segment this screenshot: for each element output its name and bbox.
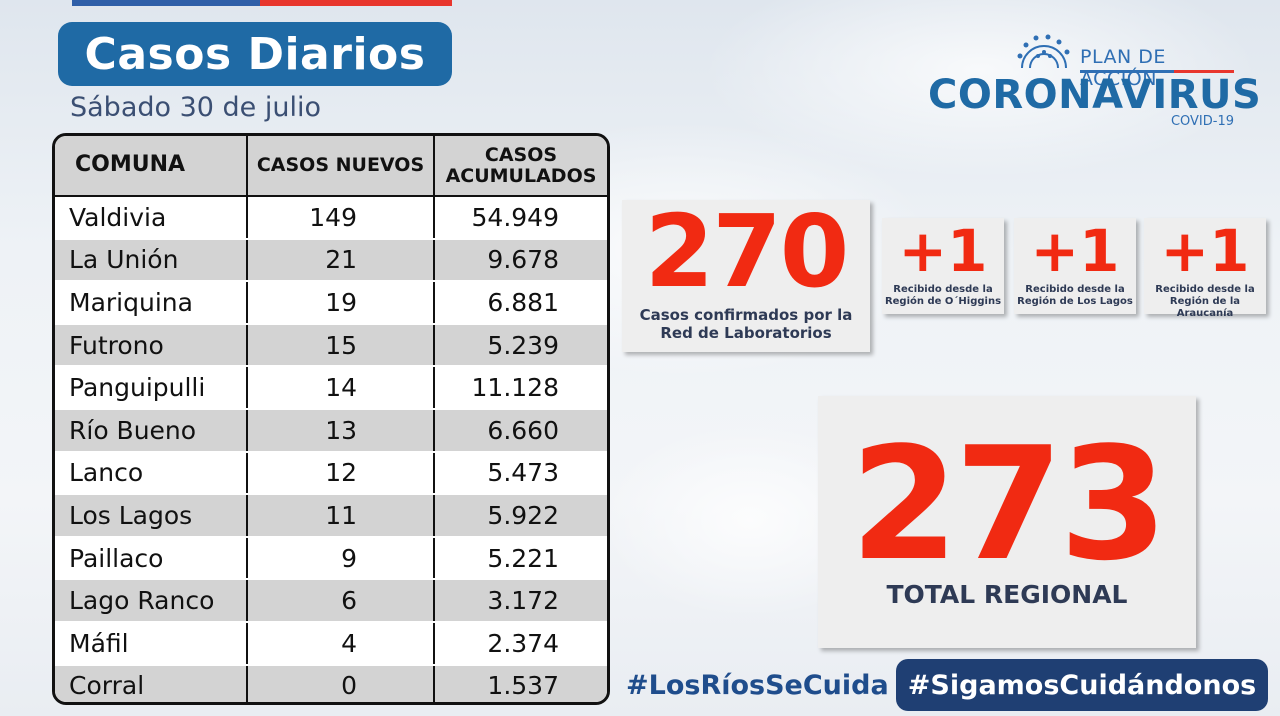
table-row: Mariquina 19 6.881: [55, 281, 607, 325]
cases-table: COMUNA CASOS NUEVOS CASOS ACUMULADOS Val…: [52, 133, 610, 705]
cell-casos-nuevos: 11: [247, 494, 435, 538]
column-header-casos-acumulados: CASOS ACUMULADOS: [434, 136, 607, 197]
total-regional-card: 273 TOTAL REGIONAL: [818, 396, 1196, 648]
lab-cases-label-line1: Casos confirmados por la: [639, 306, 853, 324]
cell-casos-acumulados: 6.660: [434, 408, 607, 453]
top-stripe-blue: [72, 0, 260, 6]
cell-comuna: Paillaco: [55, 536, 248, 581]
cell-casos-nuevos: 13: [247, 408, 435, 453]
cell-casos-nuevos: 4: [247, 621, 435, 666]
cell-casos-acumulados: 2.374: [434, 621, 607, 666]
cell-comuna: Valdivia: [55, 196, 248, 240]
cell-casos-nuevos: 9: [247, 536, 435, 581]
received-label-line2: Región de Los Lagos: [1017, 296, 1133, 307]
cell-casos-acumulados: 6.881: [434, 281, 607, 325]
received-label-line1: Recibido desde la: [1155, 284, 1255, 295]
cell-casos-acumulados: 9.678: [434, 238, 607, 283]
received-label-line2: Región de O´Higgins: [884, 296, 1002, 307]
cell-casos-acumulados: 11.128: [434, 366, 607, 410]
lab-cases-value: 270: [644, 193, 850, 310]
logo-plan-text: PLAN DE ACCIÓN: [1080, 46, 1166, 90]
cell-casos-nuevos: 15: [247, 323, 435, 368]
table-row: Paillaco 9 5.221: [55, 536, 607, 581]
lab-cases-label: Casos confirmados por la Red de Laborato…: [622, 306, 870, 342]
column-header-casos-nuevos: CASOS NUEVOS: [247, 136, 435, 197]
cell-comuna: Lago Ranco: [55, 579, 248, 623]
cell-comuna: Río Bueno: [55, 408, 248, 453]
logo-covid-text: COVID-19: [1170, 114, 1234, 129]
table-row: Lago Ranco 6 3.172: [55, 579, 607, 623]
column-header-comuna: COMUNA: [55, 136, 248, 197]
top-stripe-red: [260, 0, 452, 6]
cell-casos-nuevos: 21: [247, 238, 435, 283]
table-row: Lanco 12 5.473: [55, 451, 607, 496]
cell-casos-acumulados: 5.221: [434, 536, 607, 581]
cell-casos-acumulados: 1.537: [434, 664, 607, 702]
table-row: La Unión 21 9.678: [55, 238, 607, 283]
background-cloud: [700, 0, 1260, 180]
table-row: Valdivia 149 54.949: [55, 196, 607, 240]
cell-comuna: Máfil: [55, 621, 248, 666]
lab-cases-label-line2: Red de Laboratorios: [660, 324, 832, 342]
logo-divider: [1080, 70, 1234, 73]
hashtag-sigamos: #SigamosCuidándonos: [896, 659, 1268, 711]
received-label: Recibido desde la Región de la Araucanía: [1144, 284, 1266, 320]
cell-comuna: Los Lagos: [55, 494, 248, 538]
received-value: +1: [1030, 217, 1120, 285]
cell-casos-acumulados: 5.473: [434, 451, 607, 496]
cell-comuna: Mariquina: [55, 281, 248, 325]
received-label-line1: Recibido desde la: [893, 284, 993, 295]
cell-casos-nuevos: 149: [247, 196, 435, 240]
cell-casos-nuevos: 6: [247, 579, 435, 623]
total-regional-value: 273: [850, 413, 1168, 595]
table-header-row: COMUNA CASOS NUEVOS CASOS ACUMULADOS: [55, 136, 607, 197]
cell-casos-acumulados: 54.949: [434, 196, 607, 240]
table-row: Río Bueno 13 6.660: [55, 408, 607, 453]
cell-comuna: Lanco: [55, 451, 248, 496]
received-value: +1: [1160, 217, 1250, 285]
table-row: Panguipulli 14 11.128: [55, 366, 607, 410]
cell-casos-acumulados: 3.172: [434, 579, 607, 623]
cell-comuna: Futrono: [55, 323, 248, 368]
cell-casos-nuevos: 19: [247, 281, 435, 325]
hashtag-los-rios: #LosRíosSeCuida: [626, 670, 889, 701]
received-label: Recibido desde la Región de Los Lagos: [1014, 284, 1136, 308]
logo-coronavirus-text: CORONAVIRUS: [928, 72, 1262, 118]
total-regional-label: TOTAL REGIONAL: [886, 580, 1128, 609]
cell-comuna: Corral: [55, 664, 248, 702]
received-card-los-lagos: +1 Recibido desde la Región de Los Lagos: [1014, 218, 1136, 314]
received-label: Recibido desde la Región de O´Higgins: [882, 284, 1004, 308]
table-row: Máfil 4 2.374: [55, 621, 607, 666]
cell-casos-acumulados: 5.922: [434, 494, 607, 538]
cell-casos-nuevos: 14: [247, 366, 435, 410]
cell-casos-nuevos: 0: [247, 664, 435, 702]
received-value: +1: [898, 217, 988, 285]
page-title: Casos Diarios: [58, 22, 452, 86]
cell-comuna: La Unión: [55, 238, 248, 283]
coronavirus-plan-logo: PLAN DE ACCIÓN CORONAVIRUS COVID-19: [928, 34, 1261, 134]
table-row: Futrono 15 5.239: [55, 323, 607, 368]
cell-casos-nuevos: 12: [247, 451, 435, 496]
cell-casos-acumulados: 5.239: [434, 323, 607, 368]
report-date: Sábado 30 de julio: [70, 92, 322, 123]
lab-cases-card: 270 Casos confirmados por la Red de Labo…: [622, 200, 870, 352]
table-row: Los Lagos 11 5.922: [55, 494, 607, 538]
received-card-ohiggins: +1 Recibido desde la Región de O´Higgins: [882, 218, 1004, 314]
received-label-line2: Región de la Araucanía: [1169, 296, 1241, 319]
cell-comuna: Panguipulli: [55, 366, 248, 410]
table-row: Corral 0 1.537: [55, 664, 607, 702]
virus-icon: [1017, 34, 1070, 69]
received-card-araucania: +1 Recibido desde la Región de la Arauca…: [1144, 217, 1266, 319]
received-label-line1: Recibido desde la: [1025, 284, 1125, 295]
